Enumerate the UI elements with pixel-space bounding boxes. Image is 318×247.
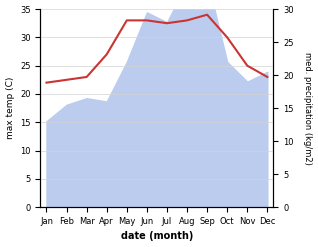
X-axis label: date (month): date (month) (121, 231, 193, 242)
Y-axis label: med. precipitation (kg/m2): med. precipitation (kg/m2) (303, 52, 313, 165)
Y-axis label: max temp (C): max temp (C) (5, 77, 15, 139)
